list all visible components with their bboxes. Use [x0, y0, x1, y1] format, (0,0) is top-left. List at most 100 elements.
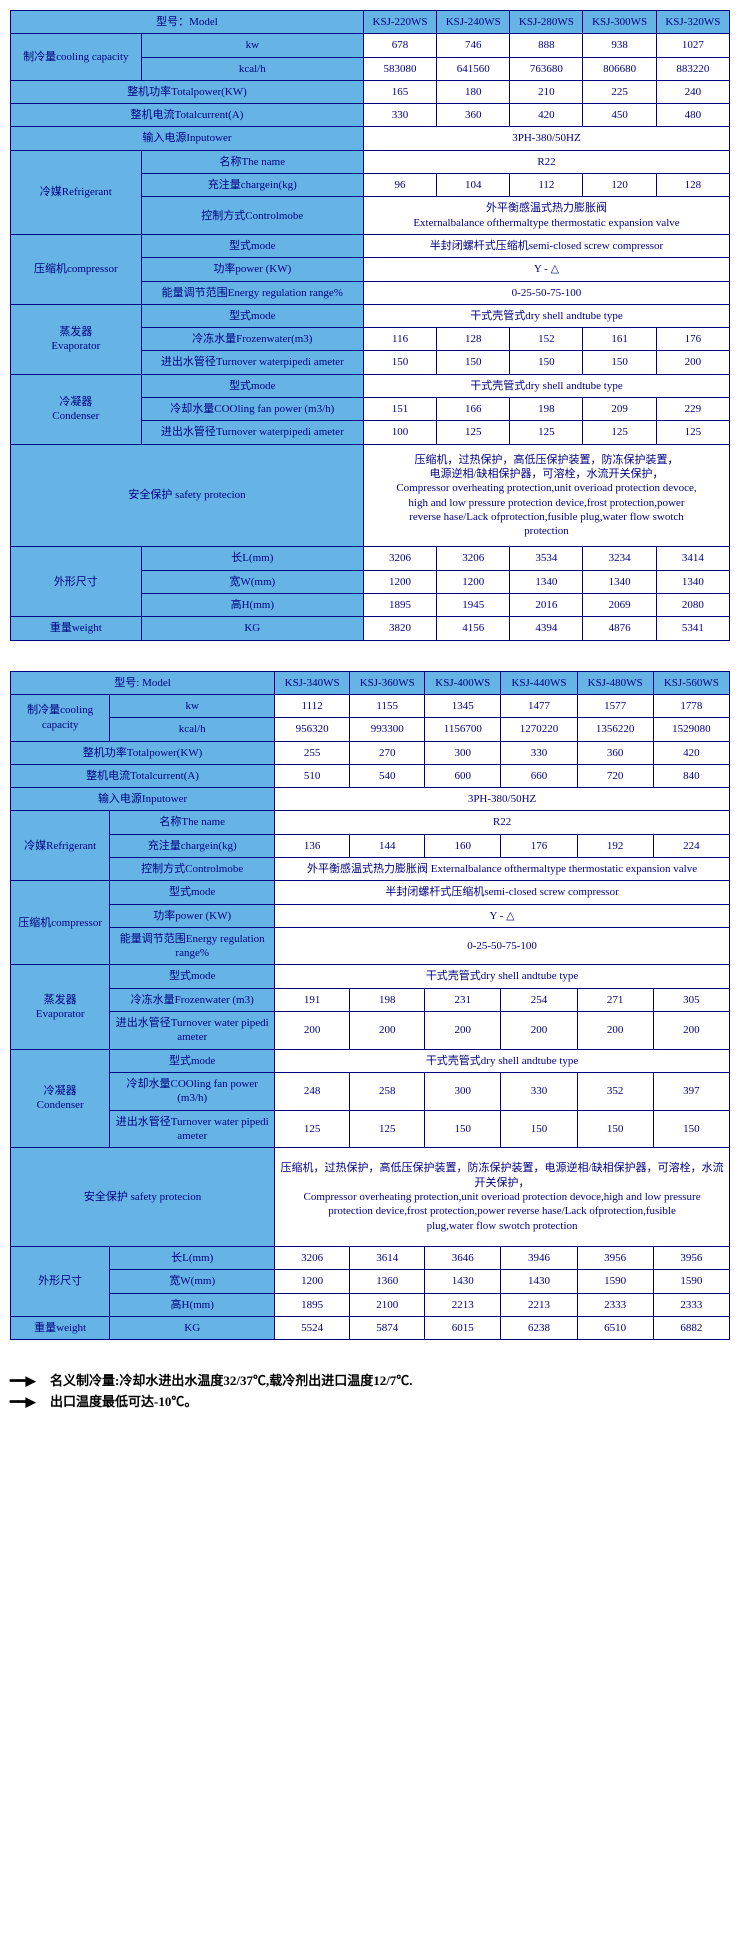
value-kcal: 806680 [583, 57, 656, 80]
value-chargein: 112 [510, 174, 583, 197]
value-kcal: 1156700 [425, 718, 501, 741]
label-turnover: 进出水管径Turnover waterpipedi ameter [141, 351, 363, 374]
value-frozenwater: 191 [275, 988, 350, 1011]
value-chargein: 128 [656, 174, 729, 197]
value-coolingfan: 352 [577, 1072, 653, 1110]
value-totalpower: 240 [656, 80, 729, 103]
value-coolingfan: 248 [275, 1072, 350, 1110]
footnotes: ━━▶名义制冷量:冷却水进出水温度32/37℃,载冷剂出进口温度12/7℃. ━… [10, 1370, 730, 1410]
model-header: KSJ-360WS [350, 671, 425, 694]
label-totalcurrent: 整机电流Totalcurrent(A) [11, 764, 275, 787]
value-width: 1200 [275, 1270, 350, 1293]
value-length: 3956 [577, 1247, 653, 1270]
value-totalpower: 225 [583, 80, 656, 103]
label-mode: 型式mode [141, 304, 363, 327]
value-kcal: 763680 [510, 57, 583, 80]
label-mode: 型式mode [110, 965, 275, 988]
value-chargein: 120 [583, 174, 656, 197]
value-weight: 4876 [583, 617, 656, 640]
label-compressor: 压缩机compressor [11, 234, 142, 304]
value-totalcurrent: 600 [425, 764, 501, 787]
label-refrigerant: 冷媒Refrigerant [11, 811, 110, 881]
value-thename: R22 [275, 811, 730, 834]
value-height: 2333 [577, 1293, 653, 1316]
value-coolingfan: 166 [437, 398, 510, 421]
value-totalcurrent: 720 [577, 764, 653, 787]
value-coolingfan: 229 [656, 398, 729, 421]
label-safety: 安全保护 safety protecion [11, 1148, 275, 1247]
value-evap-turnover: 150 [363, 351, 436, 374]
value-kcal: 583080 [363, 57, 436, 80]
value-inputpower: 3PH-380/50HZ [363, 127, 729, 150]
label-model: 型号: Model [11, 671, 275, 694]
value-kcal: 1270220 [501, 718, 577, 741]
value-evap-turnover: 200 [577, 1012, 653, 1050]
value-evap-turnover: 150 [437, 351, 510, 374]
value-width: 1340 [656, 570, 729, 593]
value-totalcurrent: 660 [501, 764, 577, 787]
value-kw: 746 [437, 34, 510, 57]
value-totalpower: 210 [510, 80, 583, 103]
label-compressor: 压缩机compressor [11, 881, 110, 965]
value-kw: 888 [510, 34, 583, 57]
value-totalcurrent: 840 [653, 764, 729, 787]
label-powerkw: 功率power (KW) [110, 904, 275, 927]
value-totalcurrent: 450 [583, 104, 656, 127]
value-controlmode: 外平衡感温式热力膨胀阀 Externalbalance ofthermaltyp… [275, 857, 730, 880]
value-length: 3614 [350, 1247, 425, 1270]
label-weight: 重量weight [11, 1317, 110, 1340]
label-powerkw: 功率power (KW) [141, 258, 363, 281]
value-length: 3646 [425, 1247, 501, 1270]
model-header: KSJ-280WS [510, 11, 583, 34]
value-frozenwater: 254 [501, 988, 577, 1011]
value-weight: 3820 [363, 617, 436, 640]
value-evap-turnover: 200 [350, 1012, 425, 1050]
value-evap-turnover: 200 [656, 351, 729, 374]
value-length: 3946 [501, 1247, 577, 1270]
label-energyrange: 能量调节范围Energy regulation range% [110, 927, 275, 965]
spec-table-1: 型号：ModelKSJ-220WSKSJ-240WSKSJ-280WSKSJ-3… [10, 10, 730, 641]
label-height: 高H(mm) [141, 594, 363, 617]
value-coolingfan: 300 [425, 1072, 501, 1110]
value-cond-turnover: 150 [577, 1110, 653, 1148]
value-cond-mode: 干式壳管式dry shell andtube type [275, 1049, 730, 1072]
label-evaporator: 蒸发器Evaporator [11, 304, 142, 374]
label-length: 长L(mm) [110, 1247, 275, 1270]
value-weight: 5341 [656, 617, 729, 640]
label-chargein: 充注量chargein(kg) [110, 834, 275, 857]
label-kcal: kcal/h [141, 57, 363, 80]
value-height: 2069 [583, 594, 656, 617]
value-width: 1360 [350, 1270, 425, 1293]
label-weight: 重量weight [11, 617, 142, 640]
value-totalcurrent: 480 [656, 104, 729, 127]
value-kcal: 1529080 [653, 718, 729, 741]
value-frozenwater: 116 [363, 328, 436, 351]
label-safety: 安全保护 safety protecion [11, 444, 364, 547]
value-frozenwater: 176 [656, 328, 729, 351]
value-chargein: 160 [425, 834, 501, 857]
value-chargein: 224 [653, 834, 729, 857]
label-length: 长L(mm) [141, 547, 363, 570]
value-frozenwater: 198 [350, 988, 425, 1011]
label-chargein: 充注量chargein(kg) [141, 174, 363, 197]
value-evap-turnover: 200 [425, 1012, 501, 1050]
spec-table-2: 型号: ModelKSJ-340WSKSJ-360WSKSJ-400WSKSJ-… [10, 671, 730, 1341]
value-evap-turnover: 200 [275, 1012, 350, 1050]
label-totalpower: 整机功率Totalpower(KW) [11, 741, 275, 764]
value-chargein: 144 [350, 834, 425, 857]
value-coolingfan: 397 [653, 1072, 729, 1110]
value-weight: 4156 [437, 617, 510, 640]
label-mode: 型式mode [110, 1049, 275, 1072]
value-kcal: 993300 [350, 718, 425, 741]
value-kw: 1155 [350, 694, 425, 717]
value-totalpower: 360 [577, 741, 653, 764]
value-length: 3534 [510, 547, 583, 570]
value-safety: 压缩机，过热保护，高低压保护装置，防冻保护装置，电源逆相/缺相保护器，可溶栓，水… [363, 444, 729, 547]
value-kw: 938 [583, 34, 656, 57]
value-totalcurrent: 360 [437, 104, 510, 127]
label-kg: KG [110, 1317, 275, 1340]
label-turnover: 进出水管径Turnover water pipedi ameter [110, 1110, 275, 1148]
label-kcal: kcal/h [110, 718, 275, 741]
value-width: 1590 [653, 1270, 729, 1293]
label-height: 高H(mm) [110, 1293, 275, 1316]
